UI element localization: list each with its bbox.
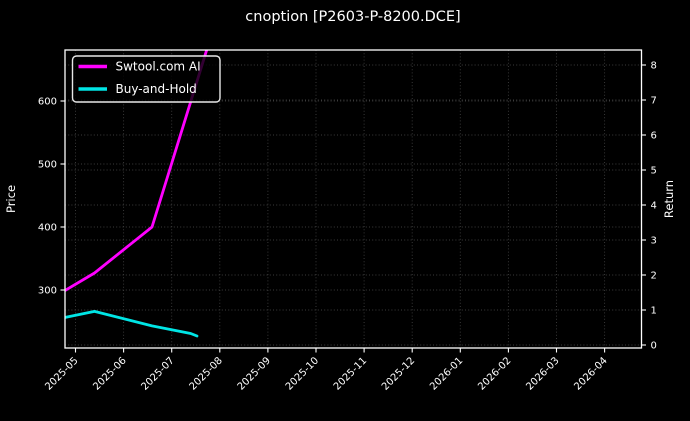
y-tick-label-right: 2 [651, 271, 657, 282]
series-line-buy-and-hold [65, 309, 199, 338]
legend-box [71, 55, 221, 103]
legend-label-swtool-ai: Swtool.com AI [116, 60, 201, 74]
x-tick-label: 2025-12 [380, 355, 417, 392]
legend-label-buy-and-hold: Buy-and-Hold [116, 82, 197, 96]
y-tick-label-right: 0 [651, 341, 657, 352]
y-tick-label-left: 500 [38, 160, 57, 171]
y-tick-label-left: 400 [38, 223, 57, 234]
x-tick-label: 2026-02 [476, 355, 513, 392]
y-tick-label-right: 5 [651, 166, 657, 177]
y-tick-label-right: 6 [651, 131, 657, 142]
series-line-swtool-com-ai [65, 50, 208, 293]
y-tick-label-left: 600 [38, 97, 57, 108]
x-tick-label: 2026-03 [524, 355, 561, 392]
axis-ticks [60, 64, 646, 353]
x-tick-label: 2025-09 [236, 355, 273, 392]
y-tick-label-left: 300 [38, 286, 57, 297]
left-axis-label: Price [4, 185, 18, 213]
x-tick-label: 2026-04 [572, 355, 609, 392]
chart-title: cnoption [P2603-P-8200.DCE] [245, 9, 460, 25]
x-tick-label: 2025-07 [139, 355, 176, 392]
legend: Swtool.com AI Buy-and-Hold [71, 55, 221, 103]
x-tick-label: 2025-05 [43, 355, 80, 392]
x-tick-label: 2025-08 [188, 355, 225, 392]
right-axis-label: Return [662, 180, 676, 218]
x-tick-label: 2025-10 [284, 355, 321, 392]
x-tick-label: 2025-06 [91, 355, 128, 392]
x-tick-label: 2025-11 [332, 355, 369, 392]
series-lines [65, 50, 208, 338]
plot-border [64, 49, 643, 349]
y-tick-label-right: 4 [651, 201, 657, 212]
y-tick-label-right: 1 [651, 306, 657, 317]
x-tick-label: 2026-01 [428, 355, 465, 392]
y-tick-label-right: 3 [651, 236, 657, 247]
y-tick-label-right: 7 [651, 96, 657, 107]
y-tick-label-right: 8 [651, 61, 657, 72]
